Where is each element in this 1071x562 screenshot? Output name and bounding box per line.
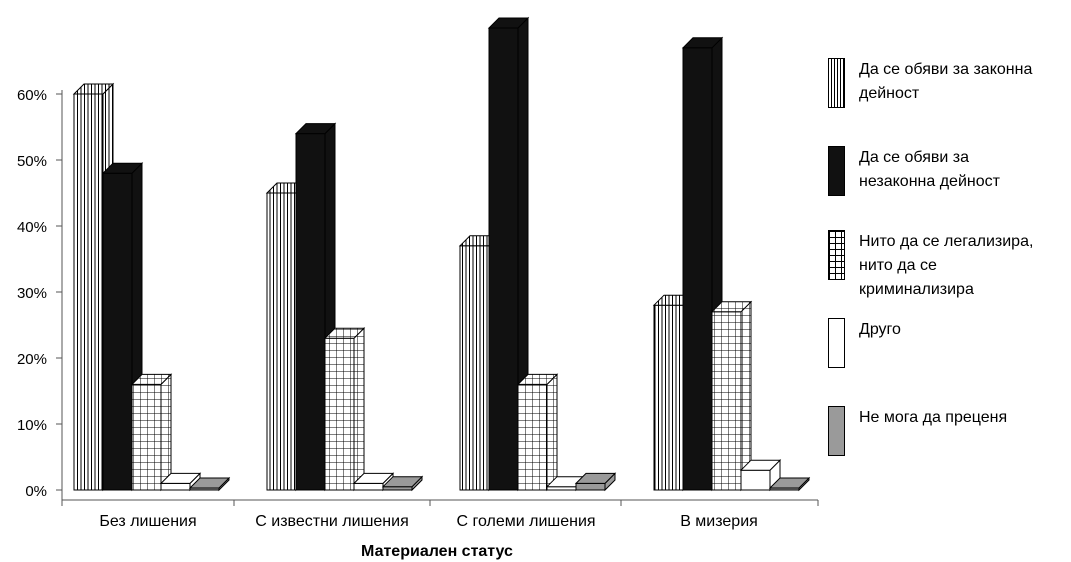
bars — [72, 16, 811, 492]
bar — [574, 472, 617, 492]
bar — [130, 373, 173, 492]
bar — [710, 300, 753, 492]
bar — [487, 16, 530, 492]
bar — [381, 475, 424, 492]
x-tick-label: В мизерия — [680, 513, 758, 530]
legend-label: Нито да се легализира, нито да се криминал… — [859, 233, 1034, 298]
y-tick-label: 50% — [17, 153, 47, 170]
legend-swatch-black — [828, 146, 845, 196]
legend-swatch-white — [828, 318, 845, 368]
y-tick-label: 20% — [17, 351, 47, 368]
x-axis-label: Материален статус — [361, 543, 513, 560]
legend-label: Друго — [859, 321, 901, 338]
legend-label: Да се обяви за законна дейност — [859, 61, 1033, 102]
legend-label: Да се обяви за незаконна дейност — [859, 149, 1000, 190]
legend-swatch-grid — [828, 230, 845, 280]
x-tick-label: Без лишения — [99, 513, 196, 530]
bar — [188, 476, 231, 492]
bar — [768, 476, 811, 492]
axes: 0% 10% 20% 30% 40% 50% 60% Без лишения С известн… — [17, 87, 819, 530]
legend-label: Не мога да преценя — [859, 409, 1008, 426]
legend-swatch-gray — [828, 406, 845, 456]
y-tick-label: 0% — [25, 483, 47, 500]
bar — [739, 458, 782, 492]
bar — [323, 326, 366, 492]
bar — [516, 373, 559, 492]
legend-swatch-vertical-stripes — [828, 58, 845, 108]
legend-item-other: Друго — [828, 318, 1064, 368]
y-tick-label: 30% — [17, 285, 47, 302]
legend-item-neither: Нито да се легализира, нито да се криминал… — [828, 230, 1064, 302]
legend-item-cannot-judge: Не мога да преценя — [828, 406, 1064, 456]
y-tick-label: 40% — [17, 219, 47, 236]
legend-item-illegal: Да се обяви за незаконна дейност — [828, 146, 1064, 196]
y-tick-label: 10% — [17, 417, 47, 434]
x-tick-label: С големи лишения — [456, 513, 595, 530]
y-tick-label: 60% — [17, 87, 47, 104]
legend-item-legal: Да се обяви за законна дейност — [828, 58, 1064, 108]
x-tick-label: С известни лишения — [255, 513, 408, 530]
